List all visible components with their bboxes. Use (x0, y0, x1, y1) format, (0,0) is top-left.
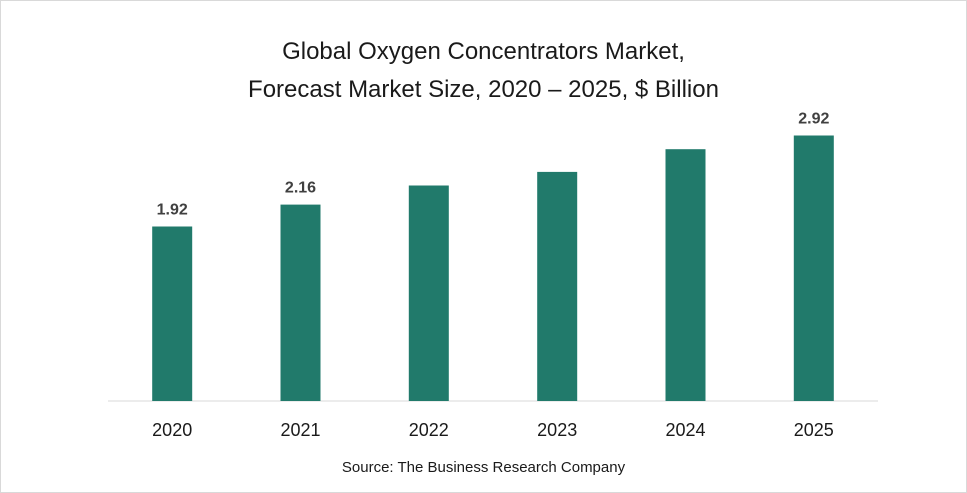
bar-2020 (152, 226, 193, 401)
x-tick-label-2020: 2020 (152, 420, 192, 440)
data-label-2020: 1.92 (157, 202, 188, 219)
x-tick-label-2025: 2025 (794, 420, 834, 440)
bar-2024 (665, 149, 706, 401)
chart-title-line-2: Forecast Market Size, 2020 – 2025, $ Bil… (248, 76, 719, 103)
x-tick-label-2024: 2024 (665, 420, 705, 440)
data-labels-group: 1.92 2.16 2.92 (157, 111, 830, 219)
bar-2021 (280, 204, 321, 401)
chart-title-line-1: Global Oxygen Concentrators Market, (282, 38, 685, 65)
bar-2023 (537, 171, 578, 401)
source-note: Source: The Business Research Company (341, 459, 626, 476)
bar-2025 (793, 135, 834, 401)
x-tick-labels-group: 2020 2021 2022 2023 2024 2025 (152, 420, 834, 440)
x-tick-label-2023: 2023 (537, 420, 577, 440)
data-label-2021: 2.16 (285, 180, 316, 197)
data-label-2025: 2.92 (798, 111, 829, 128)
chart-title: Global Oxygen Concentrators Market, Fore… (1, 33, 966, 109)
x-tick-label-2022: 2022 (409, 420, 449, 440)
x-tick-label-2021: 2021 (280, 420, 320, 440)
bar-2022 (408, 185, 449, 401)
bars-group (152, 135, 834, 401)
